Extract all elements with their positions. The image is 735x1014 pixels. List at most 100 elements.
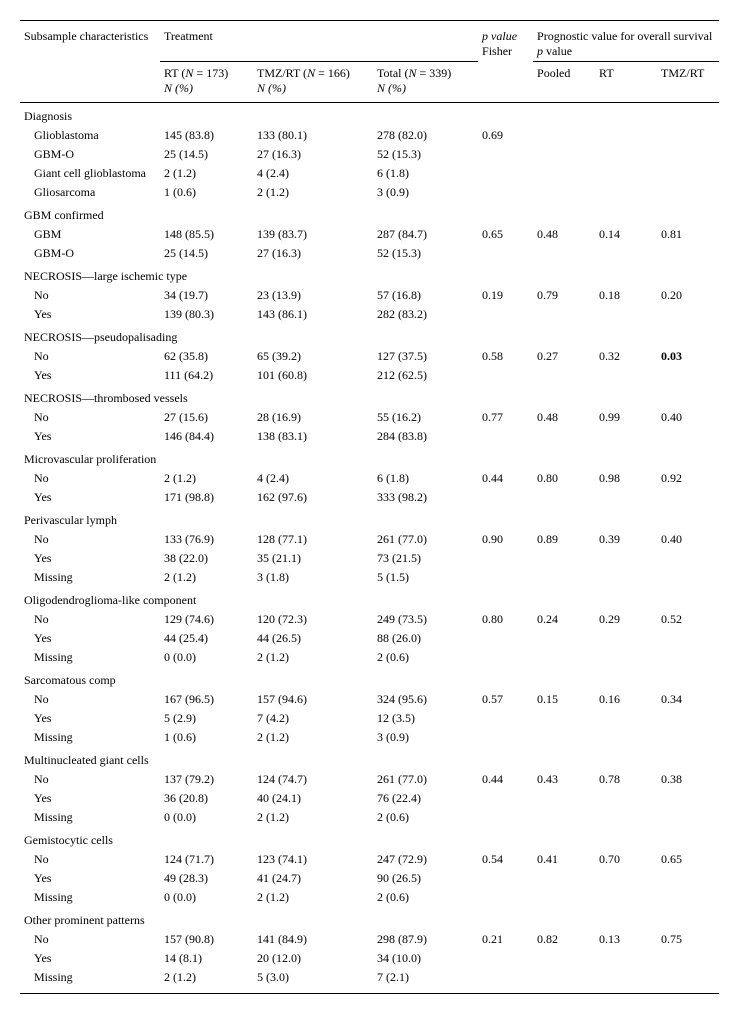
cell-pooled bbox=[533, 888, 595, 907]
cell-rt: 5 (2.9) bbox=[160, 709, 253, 728]
cell-pvalue bbox=[478, 145, 533, 164]
cell-tmzrt-p: 0.38 bbox=[657, 770, 719, 789]
cell-total: 55 (16.2) bbox=[373, 408, 478, 427]
cell-rt-p: 0.29 bbox=[595, 610, 657, 629]
cell-tmzrt-p bbox=[657, 126, 719, 145]
table-row: Missing2 (1.2)5 (3.0)7 (2.1) bbox=[20, 968, 719, 994]
cell-total: 212 (62.5) bbox=[373, 366, 478, 385]
cell-tmz: 4 (2.4) bbox=[253, 164, 373, 183]
cell-rt-p bbox=[595, 968, 657, 994]
cell-pvalue bbox=[478, 949, 533, 968]
cell-rt-p bbox=[595, 568, 657, 587]
cell-total: 3 (0.9) bbox=[373, 183, 478, 202]
table-row: Yes49 (28.3)41 (24.7)90 (26.5) bbox=[20, 869, 719, 888]
cell-rt: 25 (14.5) bbox=[160, 145, 253, 164]
cell-rt-p bbox=[595, 183, 657, 202]
cell-pooled: 0.48 bbox=[533, 408, 595, 427]
cell-tmz: 2 (1.2) bbox=[253, 888, 373, 907]
cell-total: 282 (83.2) bbox=[373, 305, 478, 324]
row-label: Yes bbox=[20, 549, 160, 568]
table-row: GBM148 (85.5)139 (83.7)287 (84.7)0.650.4… bbox=[20, 225, 719, 244]
cell-tmzrt-p bbox=[657, 488, 719, 507]
cell-total: 57 (16.8) bbox=[373, 286, 478, 305]
cell-pvalue: 0.65 bbox=[478, 225, 533, 244]
cell-tmz: 143 (86.1) bbox=[253, 305, 373, 324]
cell-total: 6 (1.8) bbox=[373, 469, 478, 488]
section-header: Gemistocytic cells bbox=[20, 827, 719, 850]
cell-tmzrt-p bbox=[657, 244, 719, 263]
cell-rt: 146 (84.4) bbox=[160, 427, 253, 446]
cell-tmz: 65 (39.2) bbox=[253, 347, 373, 366]
section-header: NECROSIS—thrombosed vessels bbox=[20, 385, 719, 408]
cell-tmz: 157 (94.6) bbox=[253, 690, 373, 709]
cell-total: 284 (83.8) bbox=[373, 427, 478, 446]
cell-tmzrt-p: 0.81 bbox=[657, 225, 719, 244]
row-label: Missing bbox=[20, 648, 160, 667]
cell-tmz: 162 (97.6) bbox=[253, 488, 373, 507]
cell-pvalue: 0.19 bbox=[478, 286, 533, 305]
cell-total: 34 (10.0) bbox=[373, 949, 478, 968]
table-row: Yes38 (22.0)35 (21.1)73 (21.5) bbox=[20, 549, 719, 568]
fisher-label: Fisher bbox=[482, 44, 512, 58]
row-label: No bbox=[20, 469, 160, 488]
table-row: Missing2 (1.2)3 (1.8)5 (1.5) bbox=[20, 568, 719, 587]
cell-pvalue bbox=[478, 808, 533, 827]
cell-rt: 2 (1.2) bbox=[160, 968, 253, 994]
cell-rt: 167 (96.5) bbox=[160, 690, 253, 709]
cell-tmz: 124 (74.7) bbox=[253, 770, 373, 789]
section-title: Gemistocytic cells bbox=[20, 827, 719, 850]
cell-rt: 27 (15.6) bbox=[160, 408, 253, 427]
cell-total: 5 (1.5) bbox=[373, 568, 478, 587]
cell-tmzrt-p bbox=[657, 888, 719, 907]
cell-pvalue: 0.58 bbox=[478, 347, 533, 366]
cell-pooled bbox=[533, 949, 595, 968]
row-label: Missing bbox=[20, 888, 160, 907]
cell-rt-p: 0.16 bbox=[595, 690, 657, 709]
cell-rt-p bbox=[595, 126, 657, 145]
cell-rt-p bbox=[595, 869, 657, 888]
cell-pooled bbox=[533, 968, 595, 994]
cell-pvalue bbox=[478, 648, 533, 667]
cell-tmz: 2 (1.2) bbox=[253, 808, 373, 827]
cell-total: 324 (95.6) bbox=[373, 690, 478, 709]
section-header: Perivascular lymph bbox=[20, 507, 719, 530]
cell-total: 287 (84.7) bbox=[373, 225, 478, 244]
row-label: Gliosarcoma bbox=[20, 183, 160, 202]
section-header: Multinucleated giant cells bbox=[20, 747, 719, 770]
cell-pooled bbox=[533, 366, 595, 385]
col-tmzrt: TMZ/RT (N = 166) N (%) bbox=[253, 62, 373, 103]
section-title: NECROSIS—pseudopalisading bbox=[20, 324, 719, 347]
cell-rt: 0 (0.0) bbox=[160, 888, 253, 907]
table-row: No167 (96.5)157 (94.6)324 (95.6)0.570.15… bbox=[20, 690, 719, 709]
cell-pvalue: 0.69 bbox=[478, 126, 533, 145]
section-header: Other prominent patterns bbox=[20, 907, 719, 930]
cell-tmz: 41 (24.7) bbox=[253, 869, 373, 888]
data-table: Subsample characteristics Treatment p va… bbox=[20, 20, 719, 994]
cell-pvalue bbox=[478, 709, 533, 728]
table-row: Yes171 (98.8)162 (97.6)333 (98.2) bbox=[20, 488, 719, 507]
cell-tmzrt-p bbox=[657, 366, 719, 385]
cell-tmz: 139 (83.7) bbox=[253, 225, 373, 244]
cell-pooled bbox=[533, 869, 595, 888]
cell-pvalue: 0.44 bbox=[478, 469, 533, 488]
cell-pooled bbox=[533, 427, 595, 446]
cell-pooled: 0.82 bbox=[533, 930, 595, 949]
table-row: Missing0 (0.0)2 (1.2)2 (0.6) bbox=[20, 648, 719, 667]
table-row: Missing0 (0.0)2 (1.2)2 (0.6) bbox=[20, 808, 719, 827]
col-subsample: Subsample characteristics bbox=[20, 21, 160, 103]
cell-total: 3 (0.9) bbox=[373, 728, 478, 747]
cell-rt: 44 (25.4) bbox=[160, 629, 253, 648]
cell-tmzrt-p bbox=[657, 709, 719, 728]
col-pvalue: p value Fisher bbox=[478, 21, 533, 103]
table-row: No27 (15.6)28 (16.9)55 (16.2)0.770.480.9… bbox=[20, 408, 719, 427]
cell-pvalue bbox=[478, 888, 533, 907]
cell-rt: 1 (0.6) bbox=[160, 728, 253, 747]
table-row: Yes36 (20.8)40 (24.1)76 (22.4) bbox=[20, 789, 719, 808]
table-row: Giant cell glioblastoma2 (1.2)4 (2.4)6 (… bbox=[20, 164, 719, 183]
row-label: Yes bbox=[20, 488, 160, 507]
row-label: Missing bbox=[20, 728, 160, 747]
cell-tmz: 44 (26.5) bbox=[253, 629, 373, 648]
cell-rt: 0 (0.0) bbox=[160, 808, 253, 827]
cell-pooled bbox=[533, 709, 595, 728]
section-title: Perivascular lymph bbox=[20, 507, 719, 530]
